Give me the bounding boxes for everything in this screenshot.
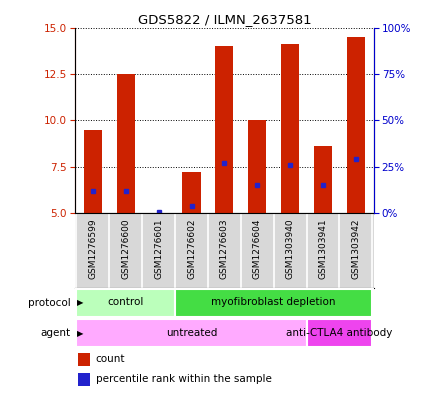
Text: protocol: protocol [28,298,70,308]
Bar [215,46,234,213]
Bar [183,173,201,213]
Bar [347,37,365,213]
Text: control: control [107,297,144,307]
Text: GSM1276600: GSM1276600 [121,219,130,279]
Text: GSM1276602: GSM1276602 [187,219,196,279]
Text: count: count [96,354,125,364]
Bar [77,288,175,317]
Text: GSM1276604: GSM1276604 [253,219,262,279]
Text: GSM1303942: GSM1303942 [352,219,360,279]
Text: untreated: untreated [166,328,217,338]
Bar [117,74,135,213]
Title: GDS5822 / ILMN_2637581: GDS5822 / ILMN_2637581 [138,13,311,26]
Bar [77,319,307,347]
Text: ▶: ▶ [77,298,84,307]
Text: myofibroblast depletion: myofibroblast depletion [212,297,336,307]
Text: anti-CTLA4 antibody: anti-CTLA4 antibody [286,328,392,338]
Text: GSM1303941: GSM1303941 [319,219,327,279]
Bar [78,353,90,365]
Bar [175,288,372,317]
Text: GSM1276599: GSM1276599 [88,219,97,279]
Bar [84,130,102,213]
Text: GSM1276603: GSM1276603 [220,219,229,279]
Bar [314,147,332,213]
Bar [78,373,90,386]
Text: GSM1303940: GSM1303940 [286,219,295,279]
Text: percentile rank within the sample: percentile rank within the sample [96,375,271,384]
Text: ▶: ▶ [77,329,84,338]
Bar [307,319,372,347]
Bar [248,120,266,213]
Text: GSM1276601: GSM1276601 [154,219,163,279]
Text: agent: agent [40,328,70,338]
Bar [281,44,299,213]
